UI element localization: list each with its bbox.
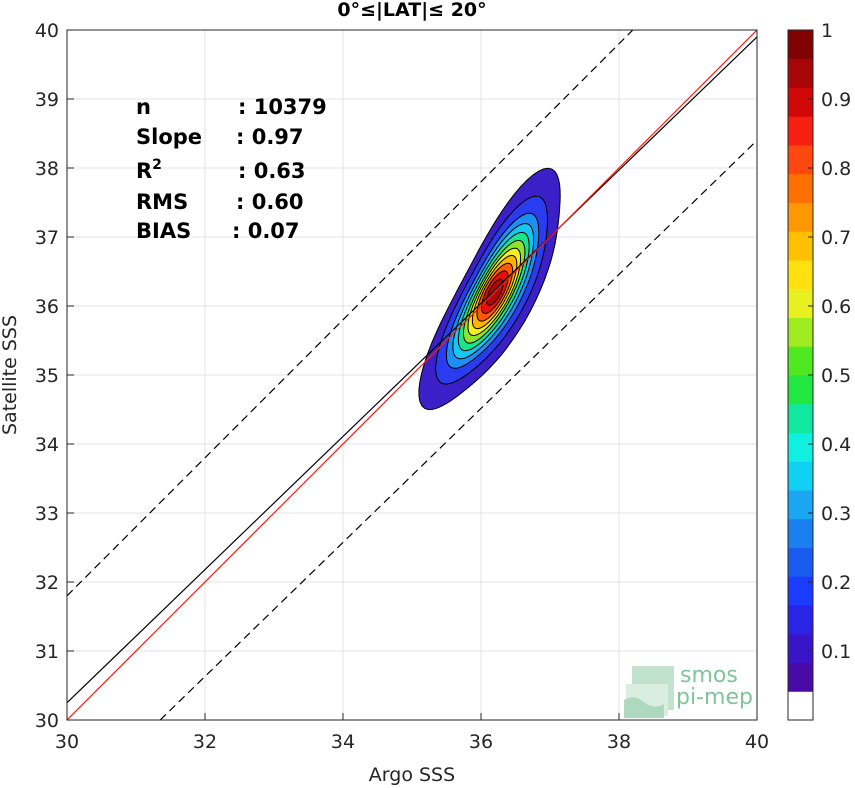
x-tick-label: 32 <box>193 731 217 753</box>
y-tick-label: 40 <box>35 20 59 42</box>
colorbar-segment <box>788 633 813 663</box>
stat-value: : 10379 <box>238 95 327 119</box>
colorbar-segment <box>788 576 813 606</box>
stats-box: n : 10379 Slope : 0.97 R2 : 0.63 RMS : 0.60 BIAS… <box>136 95 327 243</box>
colorbar-segment <box>788 260 813 290</box>
y-axis-label: Satellite SSS <box>0 315 21 435</box>
colorbar-segment <box>788 518 813 548</box>
x-axis-ticks: 30 32 34 36 38 40 <box>55 713 769 753</box>
stat-label: RMS <box>136 190 188 214</box>
colorbar-segment <box>788 605 813 635</box>
colorbar-segment <box>788 202 813 232</box>
colorbar-segment <box>788 173 813 203</box>
x-tick-label: 38 <box>607 731 631 753</box>
y-tick-label: 36 <box>35 296 59 318</box>
y-tick-label: 30 <box>35 710 59 732</box>
colorbar-segment <box>788 375 813 405</box>
chart-title: 0°≤|LAT|≤ 20° <box>337 0 486 21</box>
stat-label: n <box>136 95 151 119</box>
colorbar-segment <box>788 231 813 261</box>
stat-value: : 0.97 <box>236 125 304 149</box>
colorbar-segment <box>788 58 813 88</box>
logo-mark-icon <box>624 666 674 718</box>
colorbar-tick-label: 0.8 <box>821 158 851 180</box>
y-tick-label: 31 <box>35 641 59 663</box>
colorbar-tick-label: 0.6 <box>821 296 851 318</box>
identity-line <box>67 36 757 704</box>
y-tick-label: 34 <box>35 434 59 456</box>
fit-line <box>67 30 757 720</box>
colorbar: 0.1 0.2 0.3 0.4 0.5 0.6 0.7 0.8 0.9 1 <box>787 20 851 721</box>
lower-bound-line <box>159 139 757 720</box>
colorbar-tick-label: 0.1 <box>821 641 851 663</box>
reference-lines <box>67 30 757 720</box>
x-tick-label: 30 <box>55 731 79 753</box>
stat-label: Slope <box>136 125 202 149</box>
logo-line-1: smos <box>680 663 738 688</box>
y-tick-label: 35 <box>35 365 59 387</box>
colorbar-segment <box>788 691 813 721</box>
colorbar-segment <box>788 116 813 146</box>
colorbar-segment <box>788 403 813 433</box>
y-tick-label: 33 <box>35 503 59 525</box>
colorbar-segment <box>788 30 813 60</box>
x-axis-label: Argo SSS <box>369 764 455 786</box>
upper-bound-line <box>67 30 634 597</box>
y-tick-label: 39 <box>35 89 59 111</box>
colorbar-tick-label: 0.5 <box>821 365 851 387</box>
smos-pi-mep-logo: smos pi-mep <box>624 663 753 718</box>
colorbar-segment <box>788 317 813 347</box>
colorbar-segment <box>788 662 813 692</box>
y-axis-ticks: 30 31 32 33 34 35 36 37 38 39 40 <box>35 20 74 732</box>
colorbar-segment <box>788 461 813 491</box>
y-tick-label: 38 <box>35 158 59 180</box>
colorbar-tick-label: 0.2 <box>821 572 851 594</box>
y-tick-label: 37 <box>35 227 59 249</box>
colorbar-segment <box>788 87 813 117</box>
colorbar-segment <box>788 490 813 520</box>
stat-value: : 0.63 <box>238 159 306 183</box>
colorbar-tick-label: 0.9 <box>821 89 851 111</box>
colorbar-tick-label: 1 <box>821 20 833 42</box>
logo-line-2: pi-mep <box>676 685 753 710</box>
colorbar-segment <box>788 288 813 318</box>
x-tick-label: 40 <box>745 731 769 753</box>
stat-value: : 0.07 <box>232 219 300 243</box>
stat-value: : 0.60 <box>236 190 304 214</box>
colorbar-tick-label: 0.4 <box>821 434 851 456</box>
y-tick-label: 32 <box>35 572 59 594</box>
colorbar-segment <box>788 346 813 376</box>
stat-label: BIAS <box>136 219 191 243</box>
grid-lines <box>66 29 758 721</box>
x-tick-label: 36 <box>469 731 493 753</box>
colorbar-segment <box>788 547 813 577</box>
colorbar-segment <box>788 432 813 462</box>
colorbar-tick-label: 0.7 <box>821 227 851 249</box>
colorbar-segment <box>788 145 813 175</box>
colorbar-tick-label: 0.3 <box>821 503 851 525</box>
stat-label: R2 <box>136 157 162 183</box>
x-tick-label: 34 <box>331 731 355 753</box>
